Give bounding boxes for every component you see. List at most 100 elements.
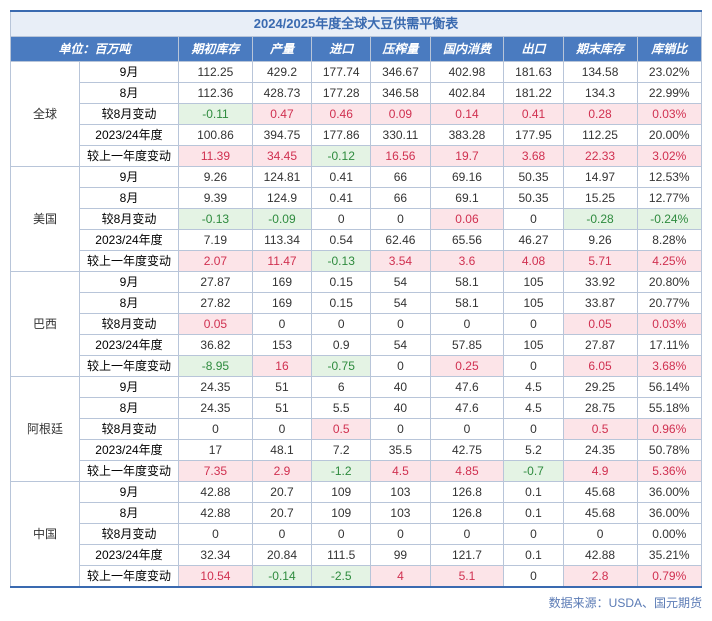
data-cell: 66 <box>371 167 430 188</box>
data-cell: 45.68 <box>563 503 637 524</box>
data-cell: 109 <box>312 503 371 524</box>
data-cell: 24.35 <box>179 398 253 419</box>
data-cell: 27.87 <box>563 335 637 356</box>
data-cell: 0 <box>504 419 563 440</box>
data-cell: 3.68 <box>504 146 563 167</box>
data-cell: 17 <box>179 440 253 461</box>
data-cell: 0 <box>312 524 371 545</box>
data-cell: 0.25 <box>430 356 504 377</box>
data-cell: 169 <box>252 293 311 314</box>
data-cell: 27.82 <box>179 293 253 314</box>
data-cell: 0.15 <box>312 293 371 314</box>
data-cell: 0.41 <box>312 167 371 188</box>
data-cell: 111.5 <box>312 545 371 566</box>
data-cell: 0.15 <box>312 272 371 293</box>
data-cell: 8.28% <box>637 230 702 251</box>
row-label-cell: 2023/24年度 <box>80 125 179 146</box>
data-cell: -0.13 <box>179 209 253 230</box>
data-cell: 0.28 <box>563 104 637 125</box>
table-title: 2024/2025年度全球大豆供需平衡表 <box>11 11 702 37</box>
data-cell: -0.75 <box>312 356 371 377</box>
data-cell: 177.86 <box>312 125 371 146</box>
data-cell: 16 <box>252 356 311 377</box>
table-row: 较8月变动000.50000.50.96% <box>11 419 702 440</box>
data-cell: 40 <box>371 377 430 398</box>
data-cell: 55.18% <box>637 398 702 419</box>
data-cell: 42.75 <box>430 440 504 461</box>
data-cell: 109 <box>312 482 371 503</box>
data-cell: 402.84 <box>430 83 504 104</box>
data-cell: 169 <box>252 272 311 293</box>
data-cell: -0.24% <box>637 209 702 230</box>
data-cell: 56.14% <box>637 377 702 398</box>
data-cell: 177.28 <box>312 83 371 104</box>
data-cell: -2.5 <box>312 566 371 588</box>
data-cell: 2.9 <box>252 461 311 482</box>
table-row: 中国9月42.8820.7109103126.80.145.6836.00% <box>11 482 702 503</box>
data-cell: 4.5 <box>504 398 563 419</box>
data-cell: 0 <box>563 524 637 545</box>
data-cell: 24.35 <box>179 377 253 398</box>
col-header: 产量 <box>252 37 311 62</box>
data-cell: 99 <box>371 545 430 566</box>
col-header: 期末库存 <box>563 37 637 62</box>
data-cell: 0.46 <box>312 104 371 125</box>
data-cell: 105 <box>504 293 563 314</box>
data-cell: 4.5 <box>371 461 430 482</box>
data-cell: 48.1 <box>252 440 311 461</box>
data-cell: 0.47 <box>252 104 311 125</box>
table-row: 8月112.36428.73177.28346.58402.84181.2213… <box>11 83 702 104</box>
data-cell: 105 <box>504 335 563 356</box>
data-cell: 0 <box>504 356 563 377</box>
data-cell: 0 <box>371 524 430 545</box>
row-label-cell: 8月 <box>80 83 179 104</box>
data-cell: 346.67 <box>371 62 430 83</box>
row-label-cell: 较上一年度变动 <box>80 146 179 167</box>
data-cell: 5.36% <box>637 461 702 482</box>
data-cell: 0 <box>371 314 430 335</box>
col-header: 库销比 <box>637 37 702 62</box>
row-label-cell: 9月 <box>80 272 179 293</box>
data-cell: 0.14 <box>430 104 504 125</box>
data-cell: 36.82 <box>179 335 253 356</box>
data-cell: 34.45 <box>252 146 311 167</box>
data-cell: 0 <box>430 419 504 440</box>
data-cell: 15.25 <box>563 188 637 209</box>
data-cell: 54 <box>371 272 430 293</box>
data-cell: 57.85 <box>430 335 504 356</box>
balance-table: 2024/2025年度全球大豆供需平衡表 单位：百万吨 期初库存 产量 进口 压… <box>10 10 702 588</box>
data-cell: 20.77% <box>637 293 702 314</box>
row-label-cell: 2023/24年度 <box>80 440 179 461</box>
table-row: 2023/24年度100.86394.75177.86330.11383.281… <box>11 125 702 146</box>
data-cell: 20.7 <box>252 482 311 503</box>
data-cell: 181.22 <box>504 83 563 104</box>
data-cell: 0.1 <box>504 482 563 503</box>
data-cell: 22.99% <box>637 83 702 104</box>
data-cell: 11.47 <box>252 251 311 272</box>
data-cell: 22.33 <box>563 146 637 167</box>
data-cell: 0.1 <box>504 545 563 566</box>
table-row: 较上一年度变动10.54-0.14-2.545.102.80.79% <box>11 566 702 588</box>
data-cell: 27.87 <box>179 272 253 293</box>
data-cell: 5.1 <box>430 566 504 588</box>
data-cell: -0.14 <box>252 566 311 588</box>
data-cell: 20.00% <box>637 125 702 146</box>
row-label-cell: 较8月变动 <box>80 314 179 335</box>
data-cell: 35.5 <box>371 440 430 461</box>
row-label-cell: 9月 <box>80 482 179 503</box>
data-cell: 58.1 <box>430 293 504 314</box>
data-cell: 4.85 <box>430 461 504 482</box>
data-cell: 10.54 <box>179 566 253 588</box>
data-cell: 7.2 <box>312 440 371 461</box>
data-cell: 3.6 <box>430 251 504 272</box>
table-row: 全球9月112.25429.2177.74346.67402.98181.631… <box>11 62 702 83</box>
data-cell: 134.58 <box>563 62 637 83</box>
data-cell: 36.00% <box>637 482 702 503</box>
data-cell: 0 <box>504 314 563 335</box>
data-cell: 62.46 <box>371 230 430 251</box>
region-cell: 巴西 <box>11 272 80 377</box>
data-cell: 124.81 <box>252 167 311 188</box>
data-cell: 0.41 <box>504 104 563 125</box>
data-cell: 0.9 <box>312 335 371 356</box>
data-cell: 0.41 <box>312 188 371 209</box>
